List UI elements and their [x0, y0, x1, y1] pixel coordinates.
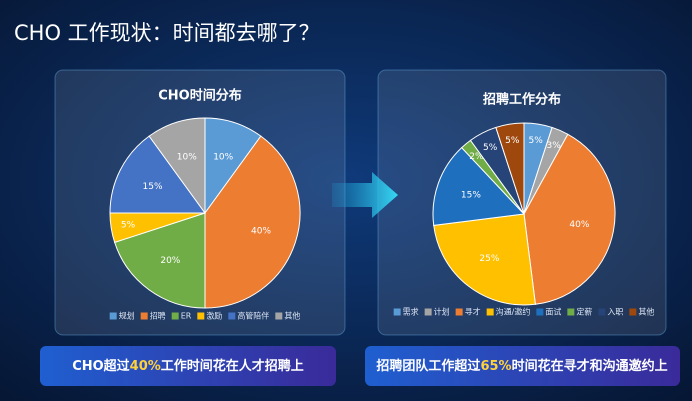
- data-label: 5%: [505, 136, 520, 146]
- legend-swatch: [455, 308, 463, 316]
- data-label: 5%: [529, 136, 544, 146]
- legend-label: 需求: [403, 307, 419, 317]
- legend-label: 其他: [638, 307, 654, 317]
- pie-slice: [148, 117, 206, 215]
- legend-swatch: [197, 312, 205, 320]
- legend-label: 沟通/邀约: [496, 307, 531, 317]
- caption-part: 65%: [480, 359, 511, 374]
- chart-title: CHO时间分布: [158, 88, 241, 104]
- pie-slice: [114, 212, 206, 309]
- caption-part: 时间花在寻才和沟通邀约上: [512, 358, 668, 374]
- legend-label: 入职: [607, 308, 623, 317]
- pie-slice: [433, 213, 536, 306]
- pie-slice: [495, 122, 525, 215]
- legend-label: 规划: [119, 311, 135, 321]
- legend-swatch: [228, 312, 236, 320]
- chart-title: 招聘工作分布: [483, 92, 561, 108]
- data-label: 15%: [143, 182, 163, 192]
- legend-swatch: [629, 308, 637, 316]
- data-label: 10%: [177, 152, 197, 162]
- pie-slice: [109, 135, 206, 214]
- legend-label: 招聘: [150, 311, 166, 321]
- data-label: 40%: [569, 220, 589, 230]
- caption: 招聘团队工作超过65%时间花在寻才和沟通邀约上: [376, 358, 667, 374]
- pie-slice: [432, 146, 526, 226]
- legend-swatch: [275, 312, 283, 320]
- legend-swatch: [567, 308, 575, 316]
- pie-slice: [523, 133, 616, 305]
- caption-part: 工作时间花在人才招聘上: [161, 358, 304, 374]
- legend-swatch: [109, 312, 117, 320]
- caption: CHO超过40%工作时间花在人才招聘上: [72, 358, 304, 374]
- legend-swatch: [536, 308, 544, 316]
- legend-label: 面试: [545, 307, 561, 317]
- data-label: 10%: [213, 152, 233, 162]
- legend-swatch: [486, 308, 494, 316]
- caption-part: 招聘团队工作超过: [376, 358, 480, 374]
- legend-swatch: [171, 312, 179, 320]
- caption-bar: [365, 346, 680, 386]
- legend-swatch: [140, 312, 148, 320]
- legend-swatch: [424, 308, 432, 316]
- data-label: 2%: [469, 152, 484, 162]
- legend-label: 计划: [434, 307, 450, 317]
- arrow: [332, 172, 398, 218]
- legend-label: 寻才: [465, 307, 481, 317]
- legend: 规划 招聘 ER 激励 高管陪伴 其他: [109, 311, 300, 321]
- legend-label: 定薪: [576, 307, 592, 317]
- slide-title: CHO 工作现状：时间都去哪了？: [14, 21, 320, 45]
- data-label: 3%: [546, 141, 561, 151]
- legend-label: 激励: [206, 311, 222, 321]
- caption-part: CHO超过: [72, 358, 129, 374]
- legend-label: ER: [181, 312, 192, 321]
- legend: 需求 计划 寻才 沟通/邀约 面试 定薪 入职 其他: [393, 307, 654, 317]
- data-label: 20%: [160, 256, 180, 266]
- data-label: 5%: [121, 221, 136, 231]
- data-label: 40%: [251, 227, 271, 237]
- data-label: 25%: [479, 254, 499, 264]
- data-label: 5%: [483, 143, 498, 153]
- data-label: 15%: [461, 190, 481, 200]
- pie-slice: [204, 135, 301, 309]
- legend-swatch: [598, 308, 606, 316]
- legend-swatch: [393, 308, 401, 316]
- legend-label: 高管陪伴: [237, 311, 269, 321]
- caption-bar: [40, 346, 336, 386]
- caption-part: 40%: [130, 359, 161, 374]
- legend-label: 其他: [284, 311, 300, 321]
